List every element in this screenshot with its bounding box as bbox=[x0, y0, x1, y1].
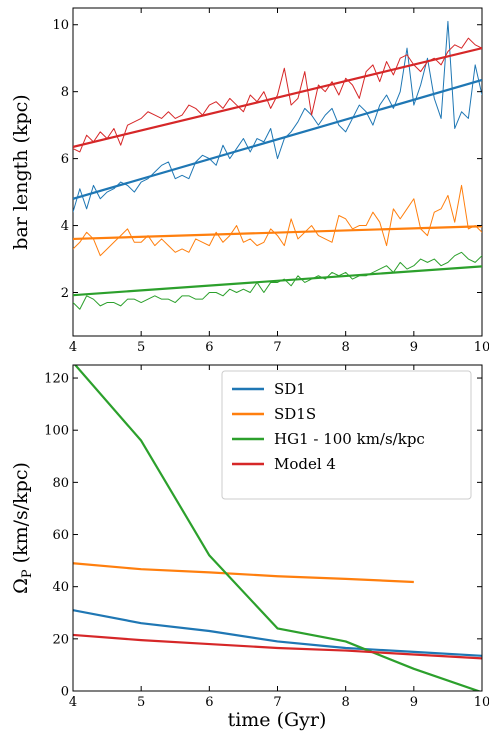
series-line-sd1 bbox=[73, 609, 482, 657]
series-line-sd1-fit bbox=[73, 78, 482, 200]
legend-label-sd1: SD1 bbox=[274, 380, 306, 398]
y-tick-label: 80 bbox=[52, 476, 69, 491]
series-line-hg1-raw bbox=[73, 251, 482, 310]
top-plot-frame bbox=[72, 7, 483, 337]
series-line-model4-raw bbox=[73, 37, 482, 153]
ylabel-units: (km/s/kpc) bbox=[10, 462, 32, 569]
legend-label-model4: Model 4 bbox=[274, 455, 336, 473]
x-tick-label: 7 bbox=[273, 340, 281, 355]
ylabel-subscript: P bbox=[20, 569, 35, 578]
y-tick-label: 2 bbox=[61, 286, 69, 301]
top-plot-ticks: 4 5 6 7 8 9 10 2 4 6 8 10 bbox=[52, 8, 489, 355]
bottom-xlabel: time (Gyr) bbox=[228, 709, 327, 731]
x-tick-label: 6 bbox=[205, 695, 213, 710]
x-tick-label: 8 bbox=[342, 340, 350, 355]
x-tick-label: 5 bbox=[137, 340, 145, 355]
series-line-sd1s-raw bbox=[73, 184, 482, 257]
series-line-hg1 bbox=[73, 365, 482, 691]
legend-label-hg1: HG1 - 100 km/s/kpc bbox=[274, 430, 425, 448]
x-tick-label: 6 bbox=[205, 340, 213, 355]
y-tick-label: 60 bbox=[52, 528, 69, 543]
series-line-hg1-fit bbox=[73, 265, 482, 297]
top-plot-lines bbox=[73, 20, 482, 310]
x-tick-label: 4 bbox=[69, 695, 77, 710]
legend-label-sd1s: SD1S bbox=[274, 405, 316, 423]
x-tick-label: 9 bbox=[410, 695, 418, 710]
x-tick-label: 9 bbox=[410, 340, 418, 355]
top-ylabel: bar length (kpc) bbox=[10, 94, 32, 249]
x-tick-label: 10 bbox=[474, 695, 489, 710]
y-tick-label: 0 bbox=[61, 685, 69, 700]
bar-length-panel: 4 5 6 7 8 9 10 2 4 6 8 10 bar length (kpc) bbox=[10, 7, 489, 355]
bottom-ylabel: ΩP (km/s/kpc) bbox=[10, 462, 35, 594]
y-tick-label: 6 bbox=[61, 152, 69, 167]
y-tick-label: 100 bbox=[44, 424, 69, 439]
x-tick-label: 7 bbox=[273, 695, 281, 710]
series-line-model4 bbox=[73, 633, 482, 660]
bottom-plot-lines bbox=[73, 365, 482, 691]
series-line-sd1s-fit bbox=[73, 225, 482, 241]
series-line-model4-fit bbox=[73, 47, 482, 148]
y-tick-label: 120 bbox=[44, 372, 69, 387]
x-tick-label: 4 bbox=[69, 340, 77, 355]
x-tick-label: 8 bbox=[342, 695, 350, 710]
legend-box bbox=[221, 370, 472, 500]
ylabel-omega: Ω bbox=[10, 578, 32, 594]
y-tick-label: 8 bbox=[61, 85, 69, 100]
legend: SD1 SD1S HG1 - 100 km/s/kpc Model 4 bbox=[221, 370, 472, 500]
y-tick-label: 10 bbox=[52, 18, 69, 33]
x-tick-label: 10 bbox=[474, 340, 489, 355]
y-tick-label: 20 bbox=[52, 632, 69, 647]
y-tick-label: 4 bbox=[61, 219, 69, 234]
series-line-sd1-raw bbox=[73, 20, 482, 213]
y-tick-label: 40 bbox=[52, 580, 69, 595]
series-line-sd1s bbox=[73, 562, 414, 584]
x-tick-label: 5 bbox=[137, 695, 145, 710]
